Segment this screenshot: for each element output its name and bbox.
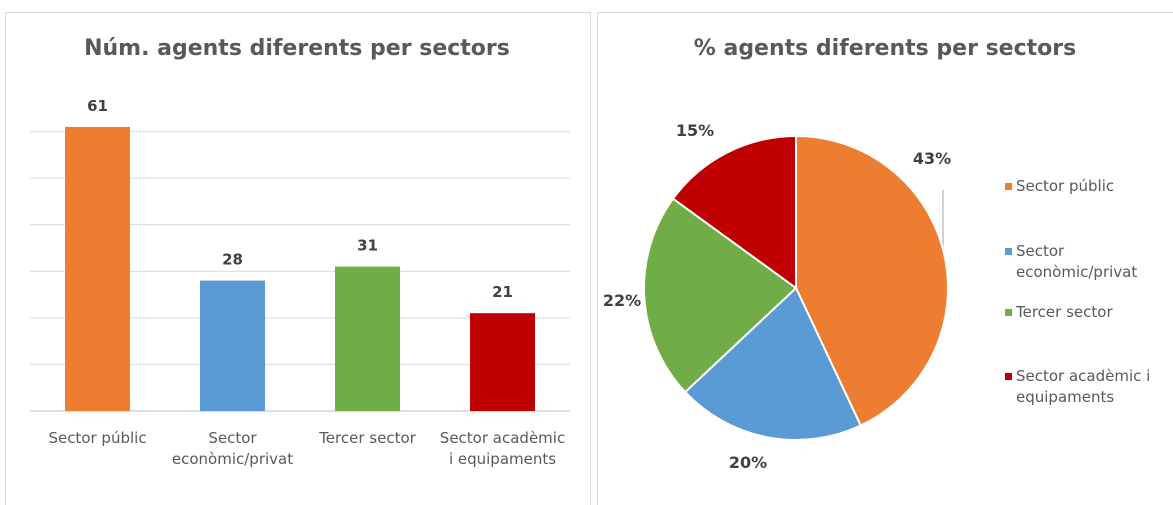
x-tick-label: Tercer sector bbox=[319, 429, 416, 447]
legend-label: Sector econòmic/privat bbox=[1016, 242, 1138, 281]
data-label: 20% bbox=[729, 453, 767, 472]
legend-marker bbox=[1005, 373, 1012, 380]
data-label: 61 bbox=[87, 97, 108, 115]
x-tick-label: Sector públic bbox=[48, 429, 147, 447]
data-label: 15% bbox=[676, 121, 714, 140]
legend-label: Sector públic bbox=[1016, 177, 1115, 195]
x-tick-label: Sector econòmic/privat bbox=[171, 429, 294, 468]
pie-title: % agents diferents per sectors bbox=[694, 36, 1076, 61]
pie-slice bbox=[643, 197, 798, 394]
bar bbox=[335, 266, 400, 411]
legend-marker bbox=[1005, 248, 1012, 255]
bar bbox=[470, 313, 535, 411]
pie-panel bbox=[597, 12, 1173, 505]
pie-slice bbox=[795, 134, 949, 427]
x-tick-label: Sector acadèmic i equipaments bbox=[439, 429, 566, 468]
pie-slice bbox=[683, 286, 863, 441]
data-label: 21 bbox=[492, 283, 513, 301]
legend-marker bbox=[1005, 309, 1012, 316]
data-label: 22% bbox=[603, 291, 641, 310]
bar-panel bbox=[5, 12, 591, 505]
bar bbox=[65, 126, 130, 412]
pie-slice bbox=[671, 134, 797, 290]
data-label: 43% bbox=[913, 149, 951, 168]
legend-label: Sector acadèmic i equipaments bbox=[1016, 367, 1151, 406]
bar bbox=[200, 280, 265, 411]
data-label: 28 bbox=[222, 251, 243, 269]
legend-label: Tercer sector bbox=[1016, 303, 1113, 321]
data-label: 31 bbox=[357, 237, 378, 255]
bar-title: Núm. agents diferents per sectors bbox=[84, 36, 510, 61]
legend-marker bbox=[1005, 183, 1012, 190]
